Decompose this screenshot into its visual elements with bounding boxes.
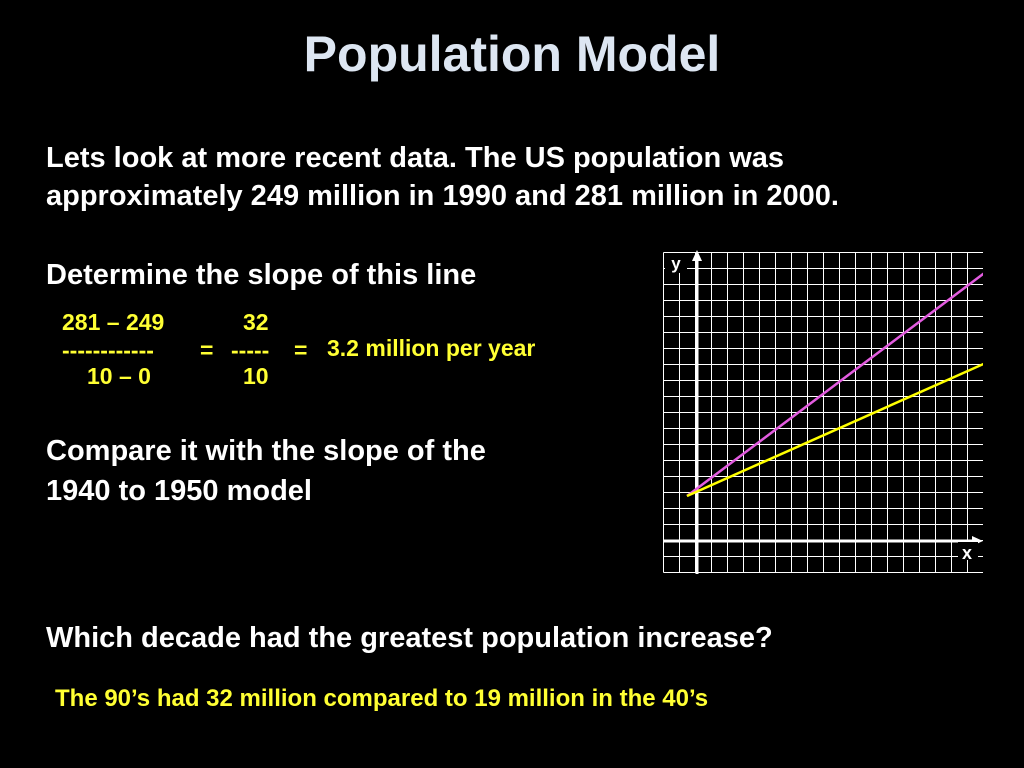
slope-prompt: Determine the slope of this line: [46, 259, 477, 291]
answer-text: The 90’s had 32 million compared to 19 m…: [55, 685, 709, 712]
denominator-left: 10 – 0: [87, 363, 151, 389]
slide-title: Population Model: [303, 26, 721, 82]
y-axis-arrow-icon: [692, 250, 702, 261]
fraction-bar-right: -----: [231, 337, 270, 363]
compare-line-1: Compare it with the slope of the: [46, 435, 486, 467]
x-label-box: [958, 542, 978, 560]
population-chart: yx: [663, 250, 988, 574]
chart-grid: [663, 252, 984, 573]
equals-sign-2: =: [294, 337, 308, 363]
y-label-box: [665, 253, 687, 273]
equals-sign-1: =: [200, 337, 214, 363]
slope-result: 3.2 million per year: [327, 335, 536, 361]
series-line-1: [686, 270, 988, 497]
denominator-right: 10: [243, 363, 269, 389]
question-text: Which decade had the greatest population…: [46, 622, 773, 654]
x-axis-label: x: [962, 543, 972, 563]
numerator-left: 281 – 249: [62, 309, 165, 335]
fraction-bar-left: ------------: [62, 337, 154, 363]
series-line-2: [686, 361, 988, 498]
compare-line-2: 1940 to 1950 model: [46, 475, 312, 507]
intro-line-2: approximately 249 million in 1990 and 28…: [46, 180, 839, 212]
numerator-right: 32: [243, 309, 269, 335]
intro-line-1: Lets look at more recent data. The US po…: [46, 142, 785, 174]
y-axis-label: y: [671, 254, 681, 273]
